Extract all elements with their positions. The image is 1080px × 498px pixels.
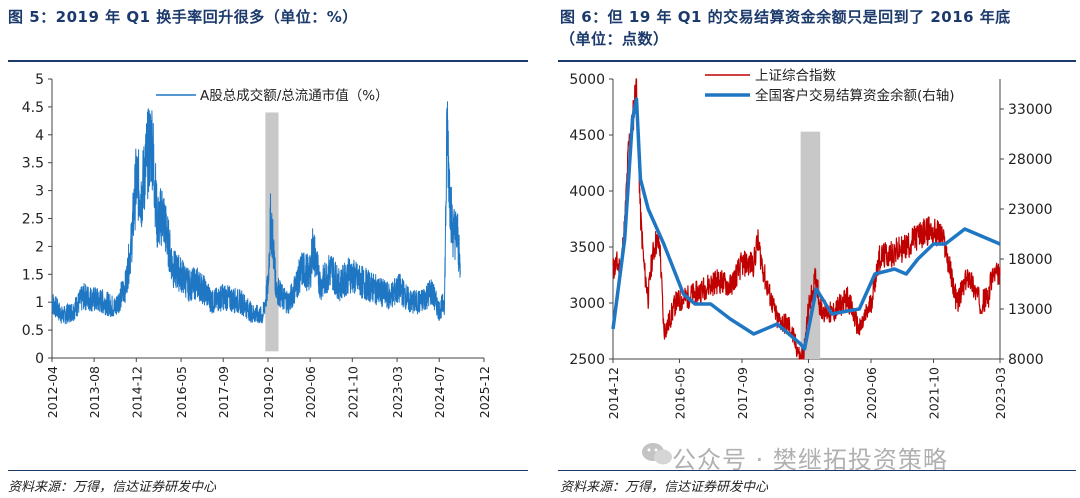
y-tick-label: 4.5 (22, 100, 44, 116)
y2-tick-label: 33000 (1008, 102, 1053, 118)
y-tick-label: 4500 (569, 128, 605, 144)
y-tick-label: 5000 (569, 72, 605, 88)
x-tick-label: 2020-06 (864, 367, 879, 419)
right-source-rule (558, 470, 1076, 471)
x-tick-label: 2023-03 (993, 367, 1008, 419)
settlement-funds-line (611, 97, 1001, 351)
y-tick-label: 0 (35, 351, 44, 367)
left-y-axis: 0 0.5 1 1.5 2 2.5 3 3.5 4 4.5 5 (22, 72, 484, 367)
right-title-line1: 图 6：但 19 年 Q1 的交易结算资金余额只是回到了 2016 年底 (560, 8, 1011, 26)
y-tick-label: 3000 (569, 296, 605, 312)
y-tick-label: 2.5 (22, 212, 44, 228)
x-tick-label: 2016-05 (174, 366, 189, 418)
x-tick-label: 2021-10 (927, 367, 942, 419)
y-tick-label: 3.5 (22, 156, 44, 172)
turnover-chart: 0 0.5 1 1.5 2 2.5 3 3.5 4 4.5 5 A股总成交额/总流通市值（%） 20… (22, 72, 492, 418)
left-x-axis: 2012-04 2013-08 2014-12 2016-05 2017-09 2019-… (45, 358, 492, 418)
x-tick-label: 2014-12 (606, 367, 621, 419)
x-tick-label: 2023-03 (390, 366, 405, 418)
y-tick-label: 5 (35, 72, 44, 88)
turnover-series-line (51, 101, 461, 325)
x-tick-label: 2014-12 (129, 366, 144, 418)
right-y-axis: 2500 3000 3500 4000 4500 5000 8000 13000 18000 23… (569, 72, 1052, 368)
y2-tick-label: 23000 (1008, 202, 1053, 218)
y-tick-label: 3500 (569, 240, 605, 256)
y-tick-label: 3 (35, 184, 44, 200)
legend-label: A股总成交额/总流通市值（%） (200, 87, 389, 104)
right-title-line2: （单位：点数） (560, 30, 669, 48)
x-tick-label: 2013-08 (87, 366, 102, 418)
left-source-note: 资料来源：万得，信达证券研发中心 (8, 480, 217, 495)
right-title-rule (558, 60, 1076, 62)
right-panel-title: 图 6：但 19 年 Q1 的交易结算资金余额只是回到了 2016 年底 （单位… (560, 6, 1075, 50)
legend-label-funds: 全国客户交易结算资金余额(右轴) (755, 87, 955, 104)
x-tick-label: 2024-07 (432, 366, 447, 418)
y2-tick-label: 28000 (1008, 152, 1053, 168)
y2-tick-label: 18000 (1008, 252, 1053, 268)
legend-label-index: 上证综合指数 (755, 68, 836, 84)
x-tick-label: 2017-09 (216, 366, 231, 418)
wechat-icon (642, 443, 672, 465)
shanghai-index-line (612, 78, 1001, 360)
y-tick-label: 1 (35, 295, 44, 311)
right-x-axis: 2014-12 2016-05 2017-09 2019-02 2020-06 2021-… (606, 359, 1008, 419)
x-tick-label: 2017-09 (735, 367, 750, 419)
y-tick-label: 2500 (569, 352, 605, 368)
y-tick-label: 4 (35, 128, 44, 144)
x-tick-label: 2019-02 (801, 367, 816, 419)
y-tick-label: 0.5 (22, 323, 44, 339)
x-tick-label: 2016-05 (672, 367, 687, 419)
left-panel-title: 图 5：2019 年 Q1 换手率回升很多（单位：%） (8, 8, 358, 26)
x-tick-label: 2021-10 (345, 366, 360, 418)
settlement-funds-chart: 2500 3000 3500 4000 4500 5000 8000 13000 18000 23… (569, 68, 1052, 419)
left-title-rule (8, 60, 528, 62)
right-source-note: 资料来源：万得，信达证券研发中心 (560, 480, 769, 495)
watermark-text: 公众号 · 樊继拓投资策略 (672, 446, 948, 474)
y-tick-label: 1.5 (22, 267, 44, 283)
x-tick-label: 2020-06 (303, 366, 318, 418)
y-tick-label: 4000 (569, 184, 605, 200)
left-source-rule (8, 470, 528, 471)
y2-tick-label: 8000 (1008, 352, 1044, 368)
y-tick-label: 2 (35, 239, 44, 255)
x-tick-label: 2025-12 (477, 366, 492, 418)
x-tick-label: 2012-04 (45, 366, 60, 418)
y2-tick-label: 13000 (1008, 302, 1053, 318)
x-tick-label: 2019-02 (261, 366, 276, 418)
